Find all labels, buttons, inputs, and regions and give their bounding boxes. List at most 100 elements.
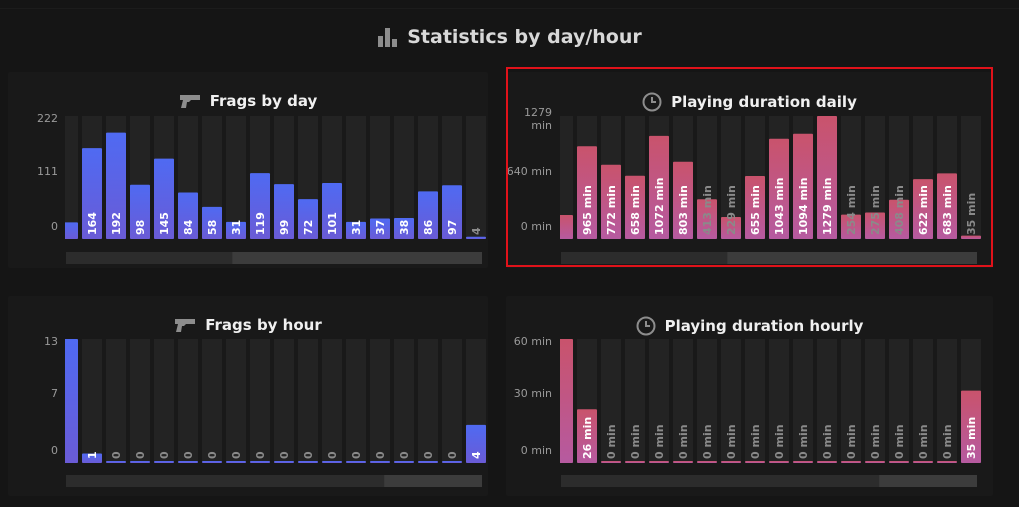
bar[interactable] — [961, 390, 981, 463]
bar[interactable] — [769, 461, 789, 463]
bar[interactable] — [865, 212, 885, 239]
bar[interactable] — [601, 164, 621, 239]
bar[interactable] — [817, 116, 837, 239]
bar[interactable] — [937, 461, 957, 463]
bar[interactable] — [553, 339, 573, 463]
bar[interactable] — [298, 199, 318, 239]
chart-svg: 13 7 0 1 0 0 0 0 0 0 0 0 0 0 0 0 0 0 0 4 — [44, 335, 486, 487]
bar[interactable] — [649, 135, 669, 239]
bar[interactable] — [865, 461, 885, 463]
bar[interactable] — [442, 185, 462, 239]
bar-track — [745, 339, 765, 463]
bar[interactable] — [961, 235, 981, 239]
bar[interactable] — [154, 461, 174, 463]
bar[interactable] — [841, 461, 861, 463]
bar[interactable] — [346, 461, 366, 463]
bar[interactable] — [625, 461, 645, 463]
bar[interactable] — [577, 146, 597, 239]
chart-title: Playing duration hourly — [664, 317, 864, 335]
chart-header: Playing duration hourly — [506, 316, 993, 336]
bar-value-label: 26 min — [581, 417, 594, 459]
bar[interactable] — [226, 221, 246, 239]
bar[interactable] — [937, 173, 957, 239]
bar[interactable] — [673, 461, 693, 463]
bar-value-label: 86 — [422, 219, 435, 235]
bar[interactable] — [58, 222, 78, 239]
bar[interactable] — [346, 221, 366, 239]
bar[interactable] — [841, 214, 861, 239]
bar[interactable] — [202, 461, 222, 463]
bar[interactable] — [298, 461, 318, 463]
bar-value-label: 0 min — [749, 424, 762, 459]
bar[interactable] — [466, 236, 486, 239]
bar[interactable] — [226, 461, 246, 463]
bar[interactable] — [394, 217, 414, 239]
bar-value-label: 965 min — [581, 185, 594, 235]
bar[interactable] — [697, 199, 717, 239]
bar[interactable] — [274, 461, 294, 463]
bar[interactable] — [394, 461, 414, 463]
bar[interactable] — [745, 176, 765, 239]
bar[interactable] — [577, 409, 597, 463]
bar-value-label: 0 min — [677, 424, 690, 459]
bar[interactable] — [913, 179, 933, 239]
bar[interactable] — [793, 461, 813, 463]
bar[interactable] — [553, 214, 573, 239]
scrollbar-track[interactable] — [561, 475, 977, 487]
bar-value-label: 0 min — [893, 424, 906, 459]
bar[interactable] — [418, 461, 438, 463]
chart-panel-duration-day: Playing duration daily 1279 min 640 min 0 m… — [506, 72, 993, 268]
bar[interactable] — [466, 424, 486, 463]
bar[interactable] — [58, 339, 78, 463]
bar[interactable] — [793, 133, 813, 239]
bar-track — [841, 116, 861, 239]
bar-track — [370, 339, 390, 463]
bar[interactable] — [178, 461, 198, 463]
bar[interactable] — [130, 461, 150, 463]
bar[interactable] — [442, 461, 462, 463]
scrollbar-thumb[interactable] — [384, 475, 482, 487]
bar-value-label: 0 min — [869, 424, 882, 459]
bar[interactable] — [370, 461, 390, 463]
bar[interactable] — [106, 461, 126, 463]
bar[interactable] — [274, 184, 294, 239]
bar[interactable] — [106, 132, 126, 239]
bar[interactable] — [817, 461, 837, 463]
bar-value-label: 1043 min — [773, 177, 786, 235]
bar[interactable] — [130, 184, 150, 239]
bar-value-label: 0 — [446, 451, 459, 459]
bar[interactable] — [82, 148, 102, 239]
bar[interactable] — [745, 461, 765, 463]
scrollbar-thumb[interactable] — [879, 475, 977, 487]
scrollbar-track[interactable] — [66, 475, 482, 487]
bar[interactable] — [82, 453, 102, 463]
bar[interactable] — [721, 216, 741, 239]
bar-value-label: 145 — [158, 212, 171, 235]
bar[interactable] — [202, 206, 222, 239]
bar-value-label: 408 min — [893, 185, 906, 235]
bar-value-label: 275 min — [869, 185, 882, 235]
bar[interactable] — [697, 461, 717, 463]
bar[interactable] — [721, 461, 741, 463]
bar[interactable] — [649, 461, 669, 463]
scrollbar-thumb[interactable] — [232, 252, 482, 264]
bar[interactable] — [322, 461, 342, 463]
bar[interactable] — [178, 192, 198, 239]
bar[interactable] — [418, 191, 438, 239]
bar[interactable] — [154, 158, 174, 239]
bar-value-label: 97 — [446, 220, 459, 235]
bar[interactable] — [889, 199, 909, 239]
scrollbar-thumb[interactable] — [727, 252, 977, 264]
bar[interactable] — [250, 173, 270, 239]
bar[interactable] — [673, 161, 693, 239]
bar[interactable] — [889, 461, 909, 463]
bar-value-label: 1072 min — [653, 177, 666, 235]
bar[interactable] — [625, 175, 645, 239]
bar[interactable] — [913, 461, 933, 463]
bar[interactable] — [250, 461, 270, 463]
bar[interactable] — [370, 218, 390, 240]
chart-title: Frags by hour — [205, 316, 322, 334]
bar[interactable] — [322, 183, 342, 239]
bar[interactable] — [601, 461, 621, 463]
bar[interactable] — [769, 138, 789, 239]
